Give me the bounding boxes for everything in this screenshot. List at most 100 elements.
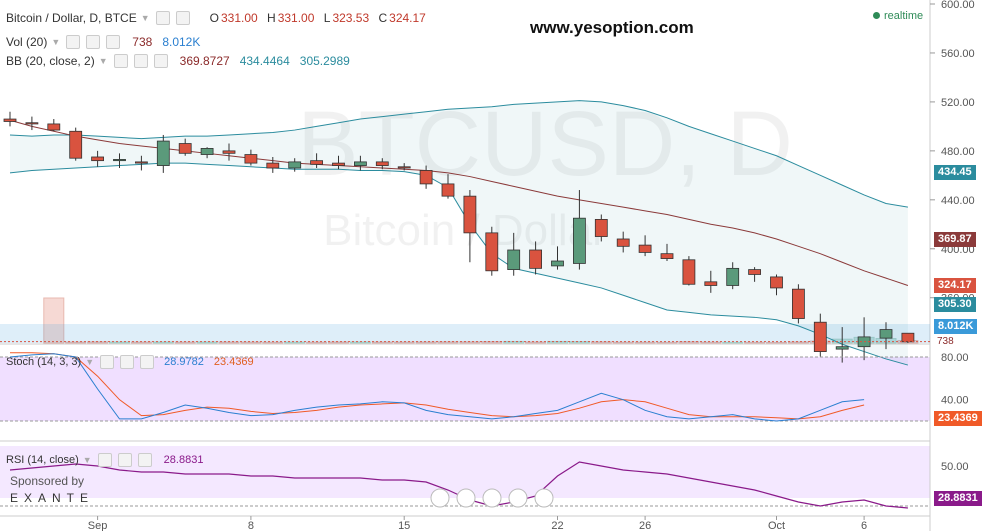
volume-bar [766,341,787,344]
volume-bar [240,341,262,344]
candle [879,322,893,350]
candle-body [91,156,104,162]
chevron-down-icon[interactable]: ▼ [51,37,61,47]
candle-body [375,161,389,166]
candle-body [770,276,783,289]
candle-body [879,329,893,339]
volume-bar [43,297,65,344]
candle [463,190,477,263]
candle [266,156,280,173]
candle-body [266,162,280,169]
candle [573,190,586,270]
eye-icon[interactable] [100,355,115,369]
eye-icon[interactable] [97,453,112,467]
bb-upper-line [9,100,908,208]
candle-body [353,161,367,166]
volume-bar [393,341,415,344]
volume-ma-area [0,324,930,343]
price-tick-label: 560.00 [941,48,975,60]
candle [748,267,761,282]
close-icon[interactable] [153,54,168,68]
candle [507,232,521,276]
candle-body [682,259,696,285]
zoom-out-icon[interactable] [456,488,476,508]
volume-bar [525,341,547,344]
eye-icon[interactable] [155,11,170,25]
gear-icon[interactable] [175,11,190,25]
candle [222,143,236,161]
candle-body [792,288,805,319]
x-tick-label: Sep [88,520,108,531]
candle-body [244,154,258,164]
price-tick-label: 440.00 [941,195,975,207]
sponsor-logo[interactable]: EXANTE [10,491,95,505]
chevron-down-icon[interactable]: ▼ [82,455,92,465]
x-tick-label: 26 [639,520,651,531]
gear-icon[interactable] [86,35,101,49]
volume-bar [634,341,656,344]
candle-body [813,321,827,352]
candle [529,241,542,275]
chevron-down-icon[interactable]: ▼ [85,357,95,367]
candle-body [200,148,214,155]
gear-icon[interactable] [117,453,132,467]
x-tick-label: 22 [551,520,563,531]
price-tag-last: 324.17 [934,278,976,293]
zoom-in-icon[interactable] [508,488,528,508]
x-tick-label: 15 [398,520,410,531]
site-watermark: www.yesoption.com [530,18,694,37]
volume-bar [306,341,328,344]
candle-body [573,217,586,264]
volume-bar [744,341,766,344]
candle-body [463,195,477,234]
candle [704,270,718,293]
volume-legend: Vol (20) ▼ 738 8.012K [6,35,201,49]
x-tick-label: 8 [248,520,254,531]
candle-body [156,140,170,166]
candle-body [25,122,39,125]
volume-bar [130,341,152,344]
chevron-down-icon[interactable]: ▼ [140,13,150,23]
chevron-down-icon[interactable]: ▼ [98,56,108,66]
candle [616,231,630,253]
bb-fill [10,100,908,366]
rsi-legend: RSI (14, close) ▼ 28.8831 [6,453,204,467]
gear-icon[interactable] [133,54,148,68]
scroll-right-icon[interactable] [534,488,554,508]
reset-icon[interactable] [482,488,502,508]
volume-bar [722,341,744,344]
candle [813,313,827,357]
close-icon[interactable] [137,453,152,467]
candle-body [704,281,718,286]
scroll-left-icon[interactable] [430,488,450,508]
eye-icon[interactable] [113,54,128,68]
price-tag-rsi: 28.8831 [934,491,982,506]
volume-bar [328,341,349,344]
candle [332,155,345,170]
candle [134,155,148,171]
candle [638,235,652,257]
volume-bar [152,341,174,344]
candle-body [748,269,761,275]
price-tag-bb-lower: 305.30 [934,297,976,312]
gear-icon[interactable] [120,355,135,369]
stoch-tick-label: 40.00 [941,395,969,407]
candle [397,163,411,171]
candle [3,111,17,127]
close-icon[interactable] [106,35,121,49]
volume-bar [371,341,393,344]
x-tick-label: 6 [861,520,867,531]
volume-bar [700,341,722,344]
eye-icon[interactable] [66,35,81,49]
volume-bar [284,341,306,344]
price-tick-label: 600.00 [941,0,975,11]
symbol-title: Bitcoin / Dollar, D, BTCE [6,11,137,25]
close-icon[interactable] [140,355,155,369]
volume-bar [656,341,678,344]
candle [353,155,367,171]
price-tick-label: 520.00 [941,97,975,109]
volume-bar [196,341,218,344]
candle [310,153,324,168]
candle [288,158,302,172]
